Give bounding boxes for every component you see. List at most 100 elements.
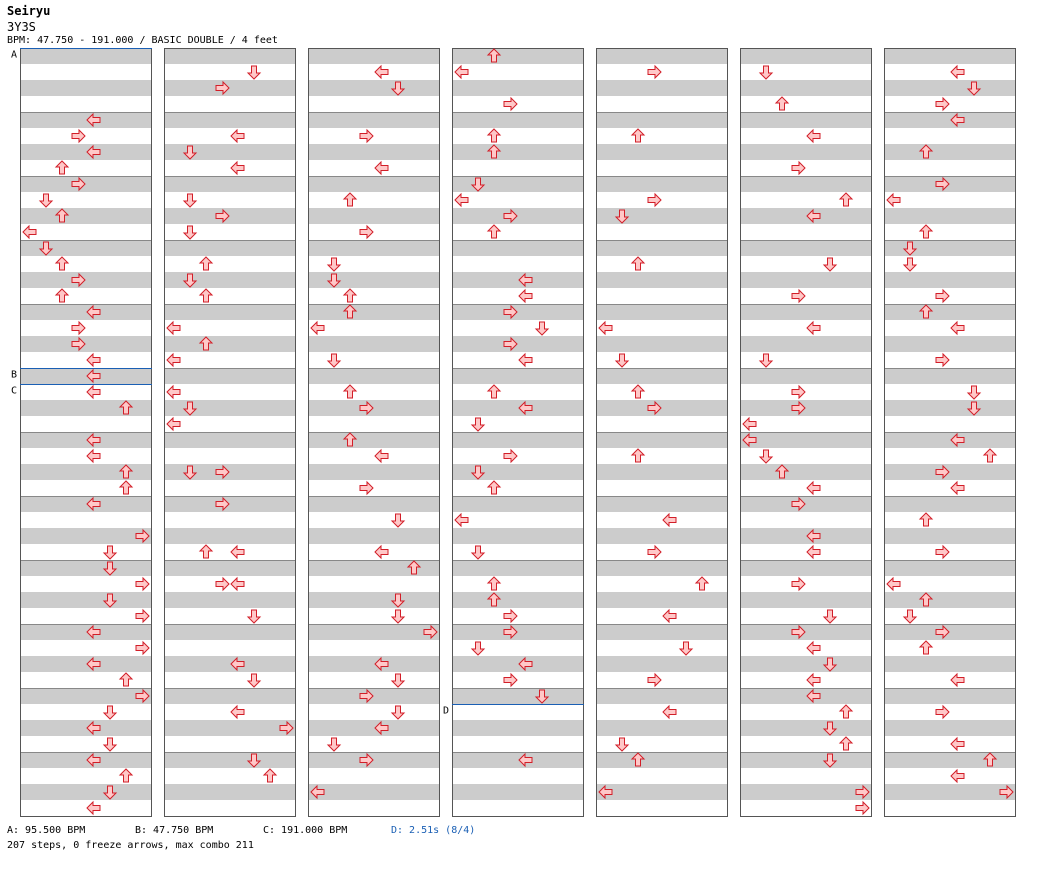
row-band (308, 784, 440, 800)
up-arrow (342, 432, 358, 447)
down-arrow (534, 321, 550, 336)
left-arrow (166, 384, 181, 400)
up-arrow (918, 640, 934, 655)
row-band (740, 752, 872, 768)
row-band (164, 560, 296, 576)
row-band (740, 496, 872, 512)
down-arrow (470, 545, 486, 560)
row-band (740, 624, 872, 640)
left-arrow (230, 576, 245, 592)
up-arrow (486, 480, 502, 495)
down-arrow (246, 673, 262, 688)
left-arrow (454, 512, 469, 528)
up-arrow (486, 128, 502, 143)
left-arrow (806, 672, 821, 688)
row-band (20, 496, 152, 512)
left-arrow (86, 144, 101, 160)
up-arrow (918, 144, 934, 159)
down-arrow (390, 609, 406, 624)
down-arrow (326, 353, 342, 368)
right-arrow (135, 608, 150, 624)
up-arrow (118, 480, 134, 495)
row-band (308, 336, 440, 352)
left-arrow (86, 496, 101, 512)
legend-bpm-a: A: 95.500 BPM (7, 825, 86, 836)
up-arrow (262, 768, 278, 783)
down-arrow (614, 353, 630, 368)
row-band (452, 208, 584, 224)
row-band (164, 80, 296, 96)
row-band (740, 336, 872, 352)
row-band (452, 752, 584, 768)
row-band (596, 464, 728, 480)
row-band (20, 720, 152, 736)
left-arrow (598, 320, 613, 336)
row-band (452, 784, 584, 800)
row-band (308, 304, 440, 320)
row-band (596, 720, 728, 736)
row-band (164, 336, 296, 352)
down-arrow (822, 657, 838, 672)
row-band (740, 784, 872, 800)
down-arrow (182, 273, 198, 288)
row-band (20, 80, 152, 96)
row-band (596, 752, 728, 768)
up-arrow (630, 256, 646, 271)
right-arrow (647, 400, 662, 416)
up-arrow (198, 544, 214, 559)
row-band (740, 272, 872, 288)
row-band (596, 400, 728, 416)
right-arrow (791, 624, 806, 640)
legend-bpm-c: C: 191.000 BPM (263, 825, 348, 836)
right-arrow (279, 720, 294, 736)
row-band (164, 688, 296, 704)
down-arrow (102, 593, 118, 608)
left-arrow (950, 64, 965, 80)
row-band (20, 336, 152, 352)
left-arrow (742, 416, 757, 432)
up-arrow (342, 192, 358, 207)
row-band (884, 304, 1016, 320)
down-arrow (182, 145, 198, 160)
row-band (164, 240, 296, 256)
right-arrow (71, 320, 86, 336)
row-band (452, 272, 584, 288)
row-band (452, 496, 584, 512)
left-arrow (518, 752, 533, 768)
right-arrow (71, 336, 86, 352)
up-arrow (54, 288, 70, 303)
row-band (164, 624, 296, 640)
right-arrow (215, 496, 230, 512)
row-band (164, 432, 296, 448)
up-arrow (838, 736, 854, 751)
row-band (740, 112, 872, 128)
right-arrow (935, 96, 950, 112)
up-arrow (118, 400, 134, 415)
row-band (884, 784, 1016, 800)
row-band (884, 272, 1016, 288)
row-band (20, 112, 152, 128)
left-arrow (518, 656, 533, 672)
down-arrow (102, 705, 118, 720)
up-arrow (982, 448, 998, 463)
row-band (596, 272, 728, 288)
row-band (452, 240, 584, 256)
left-arrow (886, 192, 901, 208)
left-arrow (230, 544, 245, 560)
left-arrow (374, 720, 389, 736)
down-arrow (966, 401, 982, 416)
left-arrow (86, 304, 101, 320)
row-band (740, 528, 872, 544)
row-band (452, 48, 584, 64)
row-band (452, 688, 584, 704)
left-arrow (86, 368, 101, 384)
down-arrow (182, 225, 198, 240)
row-band (308, 144, 440, 160)
row-band (164, 304, 296, 320)
down-arrow (470, 465, 486, 480)
down-arrow (38, 193, 54, 208)
row-band (20, 464, 152, 480)
left-arrow (806, 544, 821, 560)
row-band (884, 48, 1016, 64)
row-band (884, 464, 1016, 480)
